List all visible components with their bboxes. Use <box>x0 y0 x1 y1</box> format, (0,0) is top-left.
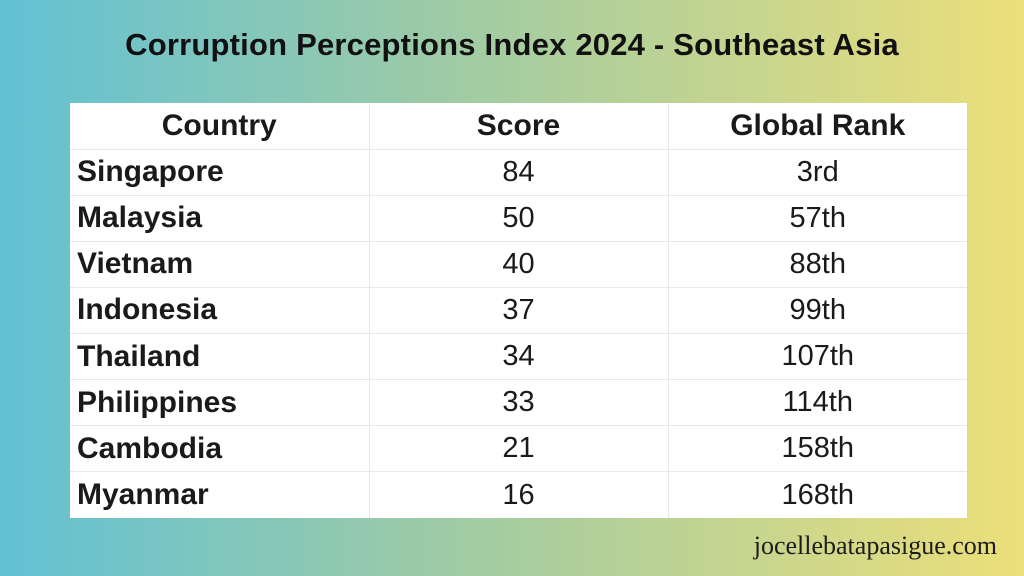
cell-score: 33 <box>368 379 669 427</box>
cell-country: Indonesia <box>69 286 370 335</box>
cell-score: 84 <box>368 148 669 196</box>
column-header-score: Score <box>368 102 669 150</box>
table-row: Myanmar 16 168th <box>69 471 968 519</box>
table-row: Thailand 34 107th <box>69 332 968 381</box>
credit-watermark: jocellebatapasigue.com <box>753 531 997 560</box>
table-header-row: Country Score Global Rank <box>69 102 968 150</box>
cell-score: 40 <box>368 240 669 288</box>
table-row: Philippines 33 114th <box>69 379 968 427</box>
cell-score: 16 <box>368 471 669 519</box>
cell-score: 37 <box>368 286 669 335</box>
table-row: Singapore 84 3rd <box>69 148 968 196</box>
cell-rank: 168th <box>667 471 968 519</box>
cell-rank: 158th <box>667 425 968 473</box>
cell-rank: 57th <box>667 194 968 242</box>
table-body: Singapore 84 3rd Malaysia 50 57th Vietna… <box>69 148 968 519</box>
cell-country: Vietnam <box>69 240 370 288</box>
page-title: Corruption Perceptions Index 2024 - Sout… <box>125 27 899 62</box>
cell-score: 21 <box>368 425 669 473</box>
table-row: Malaysia 50 57th <box>69 194 968 242</box>
cell-country: Thailand <box>69 332 370 381</box>
cell-rank: 107th <box>667 332 968 381</box>
cpi-data-table: Country Score Global Rank Singapore 84 3… <box>69 102 968 519</box>
column-header-country: Country <box>69 102 370 150</box>
cell-country: Myanmar <box>69 471 370 519</box>
cell-country: Cambodia <box>69 425 370 473</box>
cell-rank: 88th <box>667 240 968 288</box>
table-header: Country Score Global Rank <box>69 102 968 150</box>
table-row: Cambodia 21 158th <box>69 425 968 473</box>
cell-score: 50 <box>368 194 669 242</box>
cell-rank: 114th <box>667 379 968 427</box>
cell-rank: 99th <box>667 286 968 335</box>
column-header-rank: Global Rank <box>667 102 968 150</box>
table-row: Vietnam 40 88th <box>69 240 968 288</box>
cell-score: 34 <box>368 332 669 381</box>
cpi-table: Country Score Global Rank Singapore 84 3… <box>69 102 968 519</box>
cell-rank: 3rd <box>667 148 968 196</box>
table-row: Indonesia 37 99th <box>69 286 968 335</box>
cell-country: Philippines <box>69 379 370 427</box>
cell-country: Singapore <box>69 148 370 196</box>
cell-country: Malaysia <box>69 194 370 242</box>
